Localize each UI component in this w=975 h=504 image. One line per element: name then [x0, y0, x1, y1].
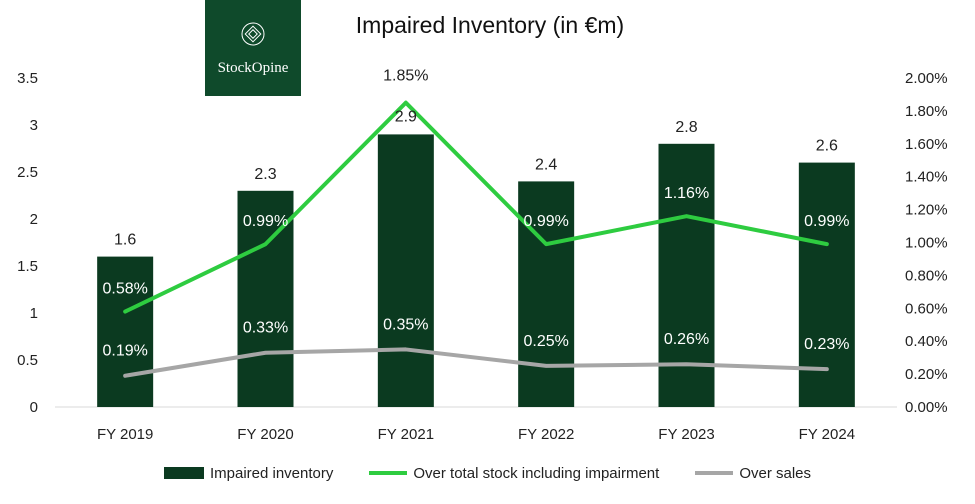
grey-line-data-label: 0.25%	[523, 333, 568, 350]
bar-impaired-inventory	[518, 181, 575, 407]
grey-line-data-label: 0.19%	[102, 343, 147, 360]
green-line-data-label: 0.58%	[102, 281, 147, 298]
y-left-tick-label: 2	[30, 211, 38, 228]
grey-line-data-label: 0.23%	[804, 336, 849, 353]
legend-label: Over sales	[739, 464, 812, 482]
green-line-data-label: 1.16%	[664, 185, 709, 202]
bar-data-label: 2.4	[535, 156, 557, 173]
legend-label: Impaired inventory	[209, 464, 334, 482]
x-category-label: FY 2022	[518, 426, 574, 443]
y-right-tick-label: 0.40%	[905, 333, 948, 350]
line-over-sales	[123, 347, 829, 378]
chart-title: Impaired Inventory (in €m)	[355, 12, 625, 38]
y-left-tick-label: 0.5	[17, 352, 38, 369]
bar-impaired-inventory	[377, 134, 434, 407]
grey-line-data-label: 0.26%	[664, 331, 709, 348]
legend-item-over-total-stock: Over total stock including impairment	[369, 465, 659, 482]
y-right-tick-label: 1.00%	[905, 235, 948, 252]
legend-swatch-green-line	[369, 471, 408, 475]
y-left-tick-label: 2.5	[17, 164, 38, 181]
y-right-tick-label: 0.60%	[905, 300, 948, 317]
y-right-tick-label: 1.60%	[905, 136, 948, 153]
y-right-tick-label: 0.20%	[905, 366, 948, 383]
y-left-tick-label: 3.5	[17, 70, 38, 87]
green-line-data-label: 0.99%	[804, 213, 849, 230]
line-over-total-stock	[123, 100, 829, 314]
bar-data-label: 2.9	[395, 108, 417, 125]
green-line-data-label: 0.99%	[243, 213, 288, 230]
bar-data-label: 1.6	[114, 232, 136, 249]
green-line-data-label: 1.85%	[383, 68, 428, 85]
y-left-tick-label: 3	[30, 117, 38, 134]
y-right-tick-label: 0.00%	[905, 399, 948, 416]
y-right-tick-label: 1.40%	[905, 169, 948, 186]
stockopine-logo: StockOpine	[205, 0, 301, 96]
bar-impaired-inventory	[97, 256, 154, 407]
y-right-tick-label: 1.20%	[905, 202, 948, 219]
x-category-label: FY 2019	[97, 426, 153, 443]
legend-item-over-sales: Over sales	[695, 465, 811, 482]
legend-item-impaired-inventory: Impaired inventory	[163, 464, 334, 482]
bar-data-label: 2.8	[675, 119, 697, 136]
green-line-data-label: 0.99%	[523, 213, 568, 230]
x-category-label: FY 2023	[658, 426, 714, 443]
legend-swatch-grey-line	[695, 471, 734, 475]
legend-label: Over total stock including impairment	[413, 464, 660, 482]
legend-swatch-bar	[163, 467, 204, 479]
y-right-tick-label: 2.00%	[905, 70, 948, 87]
grey-line-data-label: 0.33%	[243, 320, 288, 337]
bar-data-label: 2.3	[254, 166, 276, 183]
y-left-tick-label: 0	[30, 399, 38, 416]
bar-impaired-inventory	[658, 143, 715, 408]
y-right-tick-label: 0.80%	[905, 267, 948, 284]
logo-text: StockOpine	[217, 60, 289, 76]
y-left-tick-label: 1	[30, 305, 38, 322]
x-category-label: FY 2021	[378, 426, 434, 443]
chart-legend: Impaired inventory Over total stock incl…	[0, 462, 975, 484]
grey-line-data-label: 0.35%	[383, 316, 428, 333]
bar-impaired-inventory	[798, 162, 855, 407]
x-category-label: FY 2024	[799, 426, 855, 443]
y-right-tick-label: 1.80%	[905, 103, 948, 120]
x-category-label: FY 2020	[237, 426, 293, 443]
y-left-tick-label: 1.5	[17, 258, 38, 275]
bar-data-label: 2.6	[816, 138, 838, 155]
diamond-logo-icon	[241, 22, 265, 46]
